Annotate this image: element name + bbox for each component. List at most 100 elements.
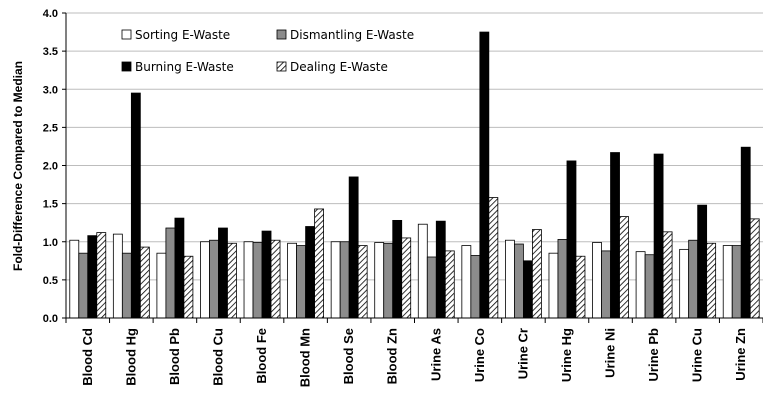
legend-swatch	[276, 29, 287, 40]
bar-burning-e-waste-blood-pb	[174, 217, 185, 319]
legend-swatch	[121, 29, 132, 40]
bar-sorting-e-waste-urine-hg	[548, 252, 559, 319]
y-tick-label: 1.5	[43, 199, 58, 211]
bar-dealing-e-waste-blood-hg	[139, 246, 150, 319]
bar-burning-e-waste-blood-cu	[218, 227, 228, 319]
bar-dismantling-e-waste-urine-zn	[731, 245, 742, 319]
y-tick-label: 4.0	[43, 8, 58, 20]
bar-sorting-e-waste-blood-pb	[156, 252, 167, 319]
x-tick-label: Urine As	[428, 328, 443, 381]
bars	[69, 31, 760, 319]
bar-sorting-e-waste-blood-se	[330, 241, 341, 319]
y-tick-label: 3.0	[43, 84, 58, 96]
bar-sorting-e-waste-blood-hg	[112, 233, 123, 319]
y-tick-label: 2.0	[43, 161, 58, 173]
x-tick-label: Urine Zn	[733, 328, 748, 381]
bar-dismantling-e-waste-blood-mn	[296, 245, 306, 319]
bar-dismantling-e-waste-blood-cd	[78, 252, 89, 319]
x-tick-label: Urine Cu	[690, 328, 705, 382]
bar-dealing-e-waste-blood-cd	[96, 232, 107, 319]
bar-dealing-e-waste-blood-cu	[227, 242, 237, 319]
bar-sorting-e-waste-blood-cu	[200, 241, 210, 319]
bar-dismantling-e-waste-urine-cu	[688, 239, 699, 319]
bar-burning-e-waste-urine-cu	[697, 204, 708, 319]
bar-dismantling-e-waste-blood-se	[339, 241, 350, 319]
legend-swatch	[276, 61, 287, 72]
legend-swatch	[121, 61, 132, 72]
x-axis-labels: Blood Cd Blood Hg Blood Pb Blood Cu Blood Fe…	[80, 328, 748, 387]
bar-burning-e-waste-urine-hg	[566, 160, 577, 319]
legend: Sorting E-Waste Dismantling E-Waste Burnin…	[121, 28, 414, 74]
bar-dealing-e-waste-blood-fe	[270, 239, 281, 319]
bar-dealing-e-waste-urine-as	[444, 250, 455, 319]
legend-label: Sorting E-Waste	[135, 28, 230, 42]
bar-dismantling-e-waste-urine-hg	[557, 239, 568, 319]
bar-dealing-e-waste-blood-mn	[314, 208, 324, 319]
bar-burning-e-waste-blood-hg	[130, 92, 141, 319]
y-tick-label: 0.5	[43, 275, 58, 287]
x-tick-label: Urine Cr	[515, 328, 530, 379]
bar-dealing-e-waste-blood-se	[357, 245, 368, 319]
x-tick-label: Blood Hg	[123, 328, 138, 386]
bar-burning-e-waste-blood-cd	[87, 235, 98, 319]
bar-burning-e-waste-urine-as	[435, 220, 446, 319]
bar-dismantling-e-waste-blood-cu	[209, 239, 219, 319]
bar-dealing-e-waste-urine-zn	[749, 218, 760, 319]
bar-dismantling-e-waste-urine-co	[470, 255, 481, 319]
bar-dealing-e-waste-urine-co	[488, 197, 499, 319]
bar-sorting-e-waste-urine-zn	[722, 245, 733, 319]
x-tick-label: Blood Fe	[254, 328, 269, 384]
y-tick-label: 1.0	[43, 237, 58, 249]
x-tick-label: Blood Cd	[80, 328, 95, 386]
bar-sorting-e-waste-blood-zn	[374, 242, 385, 319]
x-tick-label: Blood Pb	[167, 328, 182, 385]
bar-sorting-e-waste-blood-fe	[243, 241, 254, 319]
bar-sorting-e-waste-urine-cr	[505, 239, 515, 319]
y-axis-ticks: 0.0 0.5 1.0 1.5 2.0 2.5 3.0 3.5 4.0	[43, 8, 66, 325]
bar-dealing-e-waste-urine-pb	[662, 231, 673, 319]
bar-sorting-e-waste-blood-mn	[287, 242, 297, 319]
bar-burning-e-waste-blood-se	[348, 176, 359, 319]
bar-sorting-e-waste-urine-ni	[592, 242, 602, 319]
y-tick-label: 2.5	[43, 122, 58, 134]
x-tick-label: Blood Cu	[210, 328, 225, 386]
bar-dismantling-e-waste-urine-ni	[601, 250, 611, 319]
bar-dismantling-e-waste-blood-zn	[383, 242, 394, 319]
x-tick-label: Urine Pb	[646, 328, 661, 382]
y-axis-title: Fold-Difference Compared to Median	[11, 61, 25, 271]
bar-dismantling-e-waste-blood-hg	[121, 252, 132, 319]
bar-dismantling-e-waste-urine-as	[426, 256, 437, 319]
bar-dealing-e-waste-urine-hg	[575, 255, 586, 319]
bar-sorting-e-waste-blood-cd	[69, 239, 80, 319]
bar-burning-e-waste-urine-cr	[523, 260, 533, 319]
bar-burning-e-waste-blood-fe	[261, 230, 272, 319]
bar-sorting-e-waste-urine-pb	[635, 251, 646, 319]
bar-dismantling-e-waste-urine-pb	[644, 254, 655, 319]
bar-dealing-e-waste-urine-ni	[619, 216, 629, 319]
legend-label: Dismantling E-Waste	[290, 28, 414, 42]
bar-dealing-e-waste-blood-zn	[401, 237, 412, 319]
legend-label: Dealing E-Waste	[290, 60, 388, 74]
bar-sorting-e-waste-urine-cu	[679, 248, 690, 319]
bar-burning-e-waste-urine-ni	[610, 152, 620, 319]
bar-burning-e-waste-urine-co	[479, 31, 490, 319]
x-tick-label: Urine Co	[472, 328, 487, 382]
x-tick-label: Blood Mn	[298, 328, 313, 387]
x-tick-label: Blood Se	[341, 328, 356, 384]
bar-dismantling-e-waste-blood-fe	[252, 242, 263, 319]
bar-dealing-e-waste-urine-cr	[532, 229, 542, 319]
bar-sorting-e-waste-urine-as	[417, 223, 428, 319]
x-tick-label: Blood Zn	[385, 328, 400, 384]
bar-burning-e-waste-urine-pb	[653, 153, 664, 319]
bar-dismantling-e-waste-blood-pb	[165, 227, 176, 319]
bar-dealing-e-waste-urine-cu	[706, 242, 717, 319]
bar-burning-e-waste-blood-mn	[305, 226, 315, 319]
y-tick-label: 3.5	[43, 46, 58, 58]
x-tick-label: Urine Ni	[603, 328, 618, 378]
bar-dismantling-e-waste-urine-cr	[514, 243, 524, 319]
x-tick-label: Urine Hg	[559, 328, 574, 382]
axes	[65, 13, 763, 323]
bar-burning-e-waste-urine-zn	[740, 146, 751, 319]
